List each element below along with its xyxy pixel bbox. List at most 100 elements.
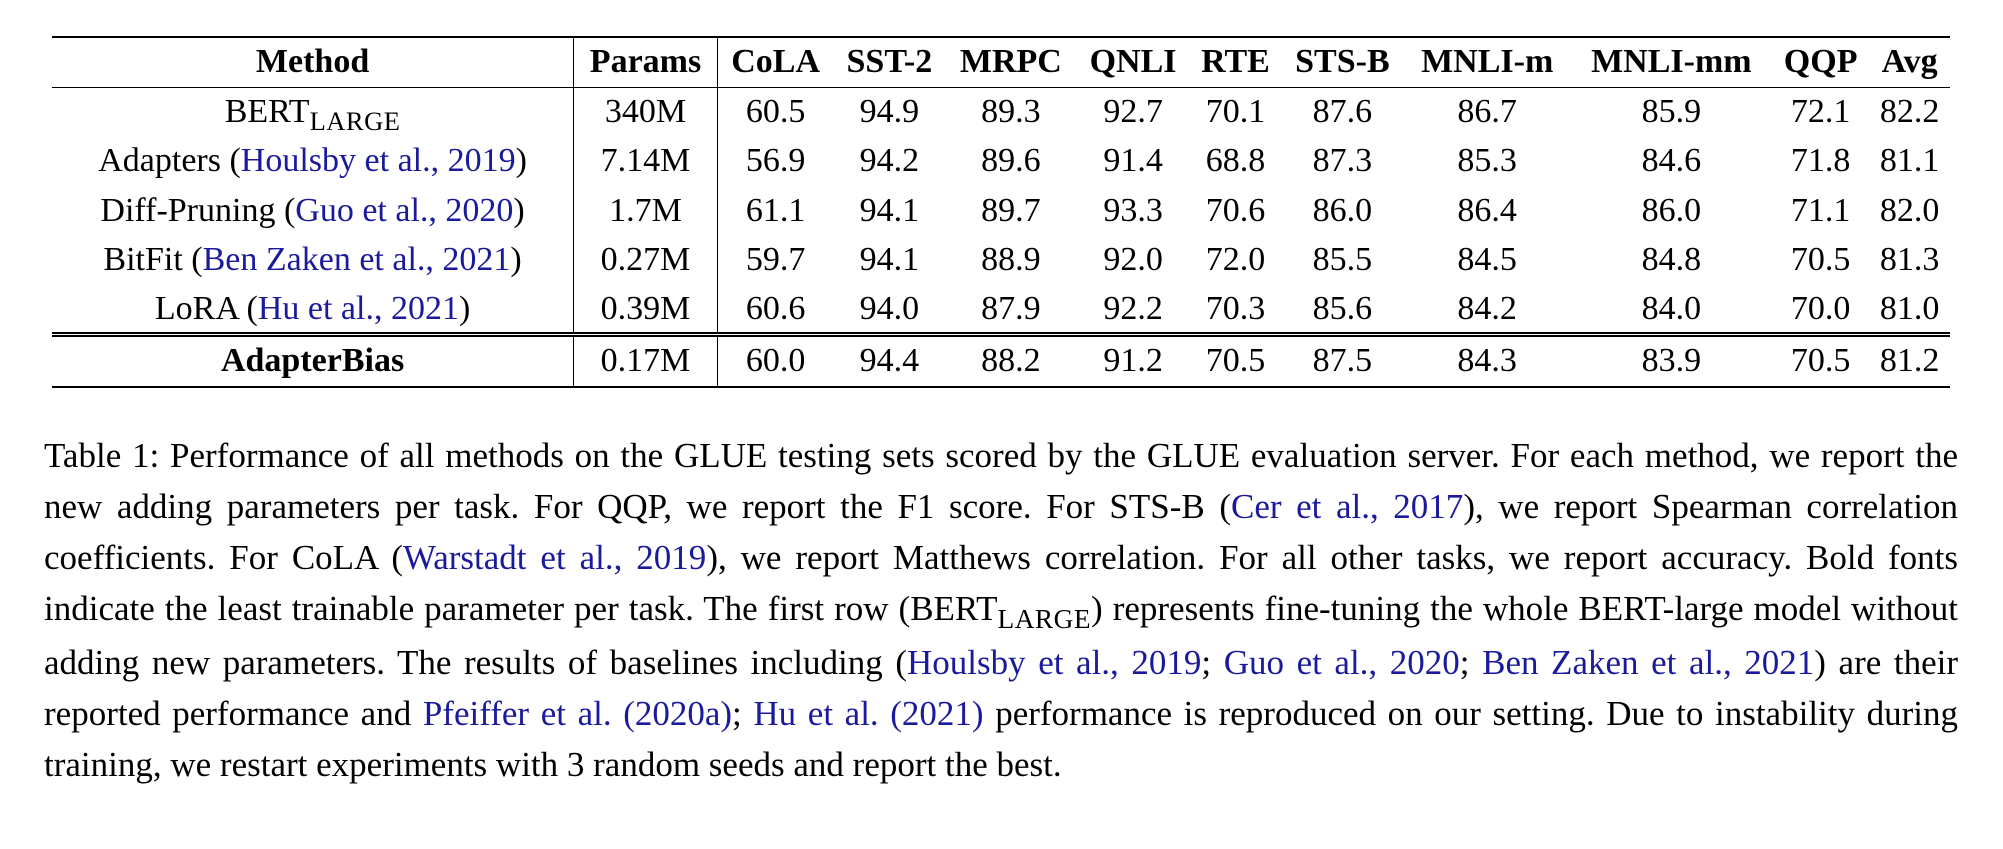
ours-score-cell: 83.9 bbox=[1570, 334, 1772, 388]
citation-link[interactable]: Hu et al., 2021 bbox=[257, 289, 459, 327]
citation-link[interactable]: Pfeiffer et al. (2020a) bbox=[422, 694, 733, 733]
table-caption: Table 1: Performance of all methods on t… bbox=[44, 430, 1958, 790]
table-row: Diff-Pruning (Guo et al., 2020) 1.7M 61.… bbox=[52, 186, 1950, 236]
method-cell: LoRA (Hu et al., 2021) bbox=[52, 285, 575, 337]
score-cell: 94.9 bbox=[859, 93, 920, 130]
method-cell: Diff-Pruning (Guo et al., 2020) bbox=[52, 186, 575, 236]
score-cell: 81.0 bbox=[1869, 285, 1950, 337]
ours-score-cell: 81.2 bbox=[1869, 334, 1950, 388]
header-mnli-m: MNLI-m bbox=[1403, 36, 1571, 88]
score-cell: 86.0 bbox=[1312, 191, 1373, 229]
score-cell: 82.2 bbox=[1879, 93, 1940, 130]
caption-text: performance is reproduced on our setting… bbox=[44, 694, 1958, 784]
score-cell: 92.7 bbox=[1103, 93, 1163, 130]
method-subscript: LARGE bbox=[309, 105, 401, 136]
score-cell: 92.0 bbox=[1103, 241, 1163, 279]
caption-text: ) are their reported performance and bbox=[44, 643, 1958, 733]
score-cell: 94.1 bbox=[859, 191, 920, 229]
method-name: LoRA ( bbox=[154, 289, 258, 327]
score-cell: 86.0 bbox=[1641, 191, 1702, 229]
citation-link[interactable]: Guo et al., 2020 bbox=[1223, 643, 1460, 682]
citation-link[interactable]: Ben Zaken et al., 2021 bbox=[1482, 643, 1815, 682]
score-cell: 91.4 bbox=[1103, 142, 1163, 180]
ours-score-cell: 88.2 bbox=[945, 334, 1077, 388]
header-qnli: QNLI bbox=[1076, 36, 1190, 88]
score-cell: 84.6 bbox=[1641, 142, 1702, 180]
score-cell: 70.5 bbox=[1790, 241, 1851, 279]
table-row: LoRA (Hu et al., 2021) 0.39M 60.6 94.0 8… bbox=[52, 285, 1950, 337]
ours-score-cell: 91.2 bbox=[1076, 334, 1190, 388]
citation-link[interactable]: Warstadt et al., 2019 bbox=[402, 538, 707, 577]
ours-score-cell: 70.5 bbox=[1771, 334, 1870, 388]
score-cell: 60.6 bbox=[717, 285, 834, 337]
score-cell: 70.3 bbox=[1189, 285, 1282, 337]
results-table: Method Params CoLA SST-2 MRPC QNLI RTE S… bbox=[52, 36, 1950, 388]
header-stsb: STS-B bbox=[1281, 36, 1404, 88]
header-avg: Avg bbox=[1869, 36, 1950, 88]
ours-params-cell: 0.17M bbox=[573, 334, 718, 388]
score-cell: 56.9 bbox=[745, 142, 806, 180]
caption-text: ) represents fine-tuning the whole BERT-… bbox=[44, 589, 1958, 682]
score-cell: 87.9 bbox=[945, 285, 1077, 337]
score-cell: 84.5 bbox=[1457, 241, 1517, 279]
header-method: Method bbox=[52, 36, 575, 88]
method-name: BERT bbox=[224, 93, 310, 130]
caption-separator: ; bbox=[732, 694, 754, 733]
citation-link[interactable]: Guo et al., 2020 bbox=[295, 191, 514, 229]
score-cell: 59.7 bbox=[745, 241, 806, 279]
score-cell: 68.8 bbox=[1205, 142, 1266, 180]
score-cell: 70.1 bbox=[1205, 93, 1266, 130]
ours-score-cell: 87.5 bbox=[1281, 334, 1404, 388]
table-row: BERTLARGE 340M 60.5 94.9 89.3 92.7 70.1 … bbox=[52, 87, 1950, 137]
score-cell: 72.1 bbox=[1790, 93, 1851, 130]
score-cell: 89.7 bbox=[981, 191, 1041, 229]
header-sst2: SST-2 bbox=[833, 36, 946, 88]
ours-score-cell: 84.3 bbox=[1403, 334, 1571, 388]
citation-link[interactable]: Hu et al. (2021) bbox=[753, 694, 984, 733]
score-cell: 92.2 bbox=[1076, 285, 1190, 337]
header-row: Method Params CoLA SST-2 MRPC QNLI RTE S… bbox=[52, 36, 1950, 88]
citation-link[interactable]: Ben Zaken et al., 2021 bbox=[202, 241, 511, 279]
citation-link[interactable]: Houlsby et al., 2019 bbox=[907, 643, 1202, 682]
score-cell: 94.2 bbox=[859, 142, 920, 180]
score-cell: 85.3 bbox=[1457, 142, 1517, 180]
method-cell: BERTLARGE bbox=[52, 87, 575, 137]
params-cell: 1.7M bbox=[573, 186, 718, 236]
score-cell: 89.3 bbox=[981, 93, 1041, 130]
score-cell: 89.6 bbox=[981, 142, 1041, 180]
ours-score-cell: 70.5 bbox=[1189, 334, 1282, 388]
score-cell: 70.6 bbox=[1205, 191, 1266, 229]
caption-text: ), we report Matthews correlation. For a… bbox=[44, 538, 1958, 628]
score-cell: 85.5 bbox=[1312, 241, 1373, 279]
score-cell: 84.2 bbox=[1403, 285, 1571, 337]
method-name: Diff-Pruning ( bbox=[100, 191, 296, 229]
citation-link[interactable]: Houlsby et al., 2019 bbox=[240, 142, 516, 180]
score-cell: 94.1 bbox=[859, 241, 920, 279]
params-cell: 0.27M bbox=[573, 235, 718, 285]
header-cola: CoLA bbox=[717, 36, 834, 88]
header-params: Params bbox=[573, 36, 718, 88]
score-cell: 84.0 bbox=[1570, 285, 1772, 337]
score-cell: 88.9 bbox=[981, 241, 1041, 279]
score-cell: 87.6 bbox=[1312, 93, 1373, 130]
score-cell: 81.1 bbox=[1879, 142, 1940, 180]
caption-separator: ; bbox=[1459, 643, 1483, 682]
score-cell: 72.0 bbox=[1205, 241, 1266, 279]
method-name: BitFit ( bbox=[103, 241, 203, 279]
citation-link[interactable]: Cer et al., 2017 bbox=[1230, 487, 1464, 526]
score-cell: 93.3 bbox=[1103, 191, 1163, 229]
table-row: BitFit (Ben Zaken et al., 2021) 0.27M 59… bbox=[52, 235, 1950, 285]
header-mrpc: MRPC bbox=[945, 36, 1077, 88]
method-cell: BitFit (Ben Zaken et al., 2021) bbox=[52, 235, 575, 285]
method-name: Adapters ( bbox=[98, 142, 241, 180]
score-cell: 61.1 bbox=[745, 191, 806, 229]
ours-score-cell: 60.0 bbox=[717, 334, 834, 388]
ours-method-cell: AdapterBias bbox=[52, 334, 575, 388]
score-cell: 82.0 bbox=[1879, 191, 1940, 229]
params-cell: 7.14M bbox=[573, 136, 718, 186]
score-cell: 81.3 bbox=[1879, 241, 1940, 279]
header-qqp: QQP bbox=[1771, 36, 1870, 88]
caption-separator: ; bbox=[1201, 643, 1224, 682]
table-row: Adapters (Houlsby et al., 2019) 7.14M 56… bbox=[52, 136, 1950, 186]
caption-label: Table 1: bbox=[44, 436, 160, 475]
